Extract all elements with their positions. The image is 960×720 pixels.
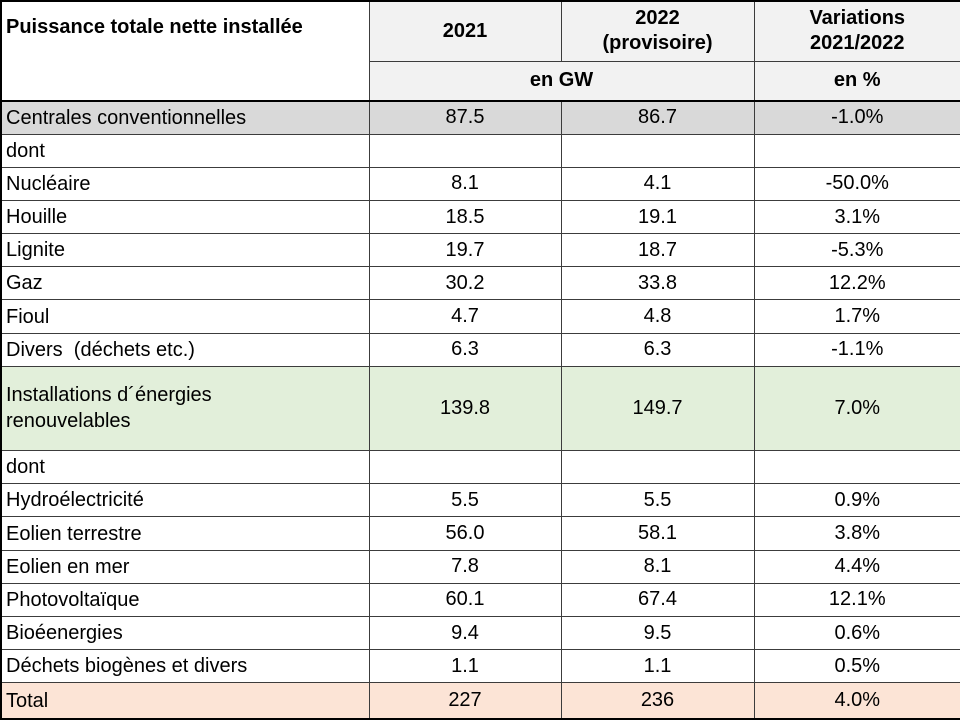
row-label: dont xyxy=(0,133,370,168)
value-2022 xyxy=(560,133,755,168)
value-2022: 8.1 xyxy=(560,549,755,584)
unit-header-percent: en % xyxy=(753,60,960,102)
row-label: Centrales conventionnelles xyxy=(0,100,370,135)
value-variation: -50.0% xyxy=(753,166,960,201)
value-2021: 5.5 xyxy=(368,483,562,518)
value-2021: 9.4 xyxy=(368,615,562,651)
value-2022: 18.7 xyxy=(560,233,755,268)
value-2021: 4.7 xyxy=(368,299,562,334)
row-label: Hydroélectricité xyxy=(0,483,370,518)
table-row-gaz: Gaz 30.2 33.8 12.2% xyxy=(0,266,960,301)
value-variation: 3.1% xyxy=(753,199,960,235)
value-variation: 12.2% xyxy=(753,266,960,301)
row-label: dont xyxy=(0,450,370,485)
value-2021: 60.1 xyxy=(368,582,562,617)
value-2021: 6.3 xyxy=(368,332,562,367)
unit-header-gw: en GW xyxy=(368,60,755,102)
column-header-2022: 2022 (provisoire) xyxy=(560,0,755,62)
table-row-dont: dont xyxy=(0,133,960,168)
table-row-hydroelectricite: Hydroélectricité 5.5 5.5 0.9% xyxy=(0,483,960,518)
row-label: Houille xyxy=(0,199,370,235)
value-2022: 6.3 xyxy=(560,332,755,367)
value-2022: 67.4 xyxy=(560,582,755,617)
table-row-eolien-en-mer: Eolien en mer 7.8 8.1 4.4% xyxy=(0,549,960,584)
value-variation: 1.7% xyxy=(753,299,960,334)
value-2021: 19.7 xyxy=(368,233,562,268)
row-label: Gaz xyxy=(0,266,370,301)
value-variation: 7.0% xyxy=(753,365,960,452)
value-2021: 56.0 xyxy=(368,516,562,551)
column-header-variations: Variations 2021/2022 xyxy=(753,0,960,62)
value-2022 xyxy=(560,450,755,485)
header-row-units: en GW en % xyxy=(1,60,960,102)
value-2021: 30.2 xyxy=(368,266,562,301)
value-2022: 236 xyxy=(560,682,755,720)
table-row-houille: Houille 18.5 19.1 3.1% xyxy=(0,199,960,235)
table-row-lignite: Lignite 19.7 18.7 -5.3% xyxy=(0,233,960,268)
value-2022: 19.1 xyxy=(560,199,755,235)
value-2022: 4.1 xyxy=(560,166,755,201)
value-2021: 1.1 xyxy=(368,649,562,684)
value-2022: 9.5 xyxy=(560,615,755,651)
row-label: Nucléaire xyxy=(0,166,370,201)
row-label: Total xyxy=(0,682,370,720)
row-label: Déchets biogènes et divers xyxy=(0,649,370,684)
value-variation: 0.6% xyxy=(753,615,960,651)
row-label: Eolien en mer xyxy=(0,549,370,584)
value-variation xyxy=(753,133,960,168)
table-row-photovoltaique: Photovoltaïque 60.1 67.4 12.1% xyxy=(0,582,960,617)
table-row-divers: Divers (déchets etc.) 6.3 6.3 -1.1% xyxy=(0,332,960,367)
value-2021: 7.8 xyxy=(368,549,562,584)
value-2021: 8.1 xyxy=(368,166,562,201)
row-label: Lignite xyxy=(0,233,370,268)
value-variation: -1.1% xyxy=(753,332,960,367)
value-variation xyxy=(753,450,960,485)
value-2022: 149.7 xyxy=(560,365,755,452)
value-2021: 139.8 xyxy=(368,365,562,452)
value-variation: 0.9% xyxy=(753,483,960,518)
table-row-nucleaire: Nucléaire 8.1 4.1 -50.0% xyxy=(0,166,960,201)
table-row-conventional: Centrales conventionnelles 87.5 86.7 -1.… xyxy=(0,100,960,135)
header-row-main: Puissance totale nette installée 2021 20… xyxy=(0,0,960,102)
value-2021: 18.5 xyxy=(368,199,562,235)
value-2021 xyxy=(368,133,562,168)
value-2022: 58.1 xyxy=(560,516,755,551)
table-row-dechets-biogenes: Déchets biogènes et divers 1.1 1.1 0.5% xyxy=(0,649,960,684)
row-label: Photovoltaïque xyxy=(0,582,370,617)
value-variation: 4.4% xyxy=(753,549,960,584)
value-2022: 5.5 xyxy=(560,483,755,518)
value-2022: 4.8 xyxy=(560,299,755,334)
value-variation: 3.8% xyxy=(753,516,960,551)
column-header-2021: 2021 xyxy=(368,0,562,62)
value-variation: 12.1% xyxy=(753,582,960,617)
row-label: Fioul xyxy=(0,299,370,334)
row-label: Eolien terrestre xyxy=(0,516,370,551)
value-2022: 33.8 xyxy=(560,266,755,301)
table-title: Puissance totale nette installée xyxy=(0,0,370,102)
value-variation: 4.0% xyxy=(753,682,960,720)
table-row-total: Total 227 236 4.0% xyxy=(0,682,960,720)
row-label: Bioéenergies xyxy=(0,615,370,651)
value-variation: -5.3% xyxy=(753,233,960,268)
value-2021 xyxy=(368,450,562,485)
table-row-renouvelables: Installations d´énergies renouvelables 1… xyxy=(0,365,960,452)
row-label: Divers (déchets etc.) xyxy=(0,332,370,367)
table-row-fioul: Fioul 4.7 4.8 1.7% xyxy=(0,299,960,334)
table-row-eolien-terrestre: Eolien terrestre 56.0 58.1 3.8% xyxy=(0,516,960,551)
value-variation: -1.0% xyxy=(753,100,960,135)
table-row-bioenergies: Bioéenergies 9.4 9.5 0.6% xyxy=(0,615,960,651)
value-2022: 86.7 xyxy=(560,100,755,135)
table-row-dont: dont xyxy=(0,450,960,485)
value-2021: 227 xyxy=(368,682,562,720)
value-2022: 1.1 xyxy=(560,649,755,684)
value-variation: 0.5% xyxy=(753,649,960,684)
row-label: Installations d´énergies renouvelables xyxy=(0,365,370,452)
value-2021: 87.5 xyxy=(368,100,562,135)
